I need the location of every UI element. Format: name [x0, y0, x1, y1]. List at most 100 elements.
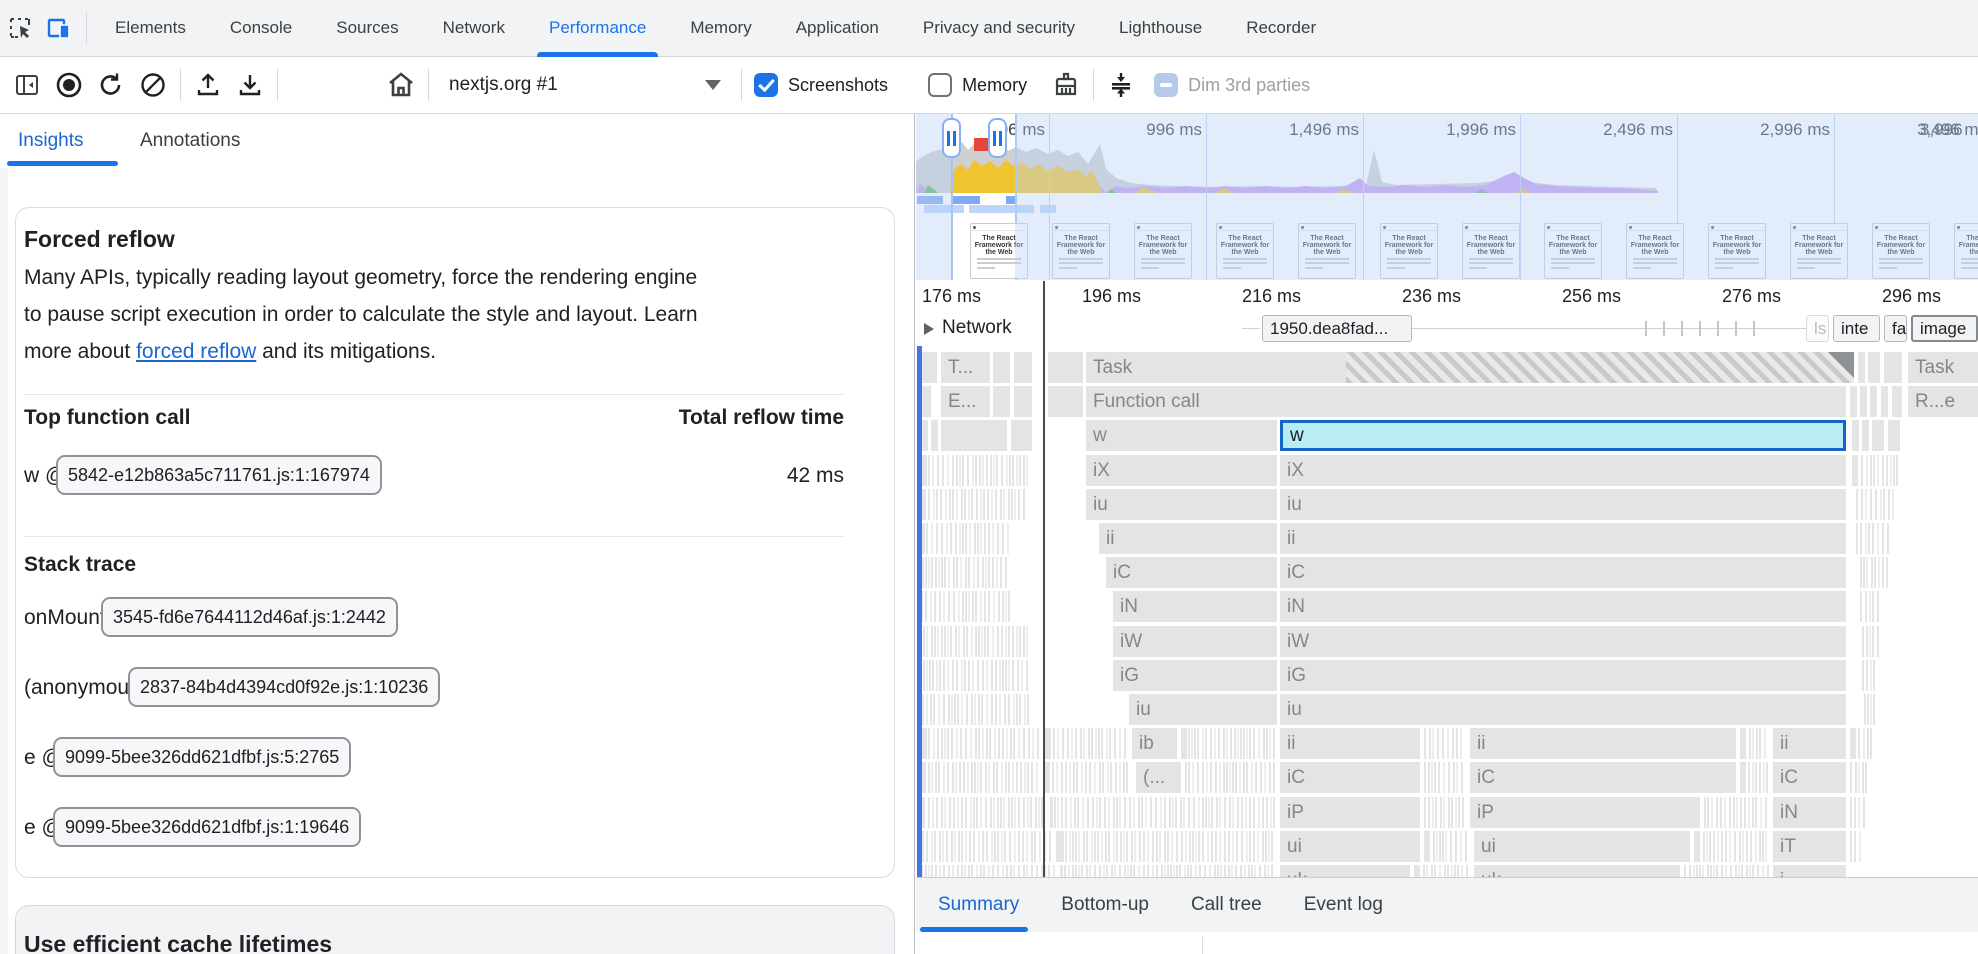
flame-bar[interactable]	[992, 557, 994, 589]
flame-bar[interactable]: R...e	[1908, 386, 1978, 418]
flame-bar[interactable]	[986, 659, 988, 691]
flame-bar[interactable]	[1052, 762, 1054, 794]
flame-bar[interactable]	[971, 488, 973, 520]
flame-bar[interactable]	[1056, 762, 1058, 794]
flame-bar[interactable]	[963, 625, 965, 657]
flame-bar[interactable]	[934, 830, 936, 862]
flame-bar[interactable]	[1856, 488, 1858, 520]
flame-bar[interactable]	[1865, 523, 1867, 554]
flame-bar[interactable]	[985, 762, 987, 794]
flame-bar[interactable]	[1188, 796, 1190, 828]
flame-bar[interactable]	[1460, 728, 1462, 760]
flame-bar[interactable]: iG	[1113, 659, 1277, 691]
flame-bar[interactable]	[978, 728, 980, 760]
flame-bar[interactable]	[1014, 796, 1016, 828]
flame-bar[interactable]	[1119, 796, 1121, 828]
flame-bar[interactable]	[1217, 865, 1219, 877]
flame-bar[interactable]	[1183, 796, 1185, 828]
flame-bar[interactable]	[918, 488, 926, 520]
flame-bar[interactable]	[948, 591, 950, 623]
flame-bar[interactable]	[1115, 762, 1117, 794]
flame-bar[interactable]	[1065, 830, 1067, 862]
flame-bar[interactable]	[1703, 830, 1705, 862]
flame-bar[interactable]	[962, 454, 964, 486]
flame-bar[interactable]	[923, 625, 925, 657]
flame-bar[interactable]	[1214, 728, 1216, 760]
flame-bar[interactable]	[920, 352, 937, 383]
flame-bar[interactable]	[1184, 865, 1186, 877]
flame-bar[interactable]	[1887, 523, 1889, 554]
flame-bar[interactable]	[971, 694, 973, 725]
flame-bar[interactable]	[968, 659, 970, 691]
flame-bar[interactable]	[1207, 830, 1209, 862]
tab-performance[interactable]: Performance	[527, 0, 668, 57]
flame-bar[interactable]	[943, 591, 945, 623]
flame-bar[interactable]	[1267, 865, 1269, 877]
tab-elements[interactable]: Elements	[115, 18, 186, 37]
flame-bar[interactable]	[1232, 830, 1234, 862]
flame-bar[interactable]	[956, 488, 958, 520]
flame-bar[interactable]	[1156, 830, 1158, 862]
tab-network[interactable]: Network	[442, 18, 505, 37]
flame-bar[interactable]	[1107, 762, 1109, 794]
screenshot-filmstrip[interactable]: The React Framework for the Web The React…	[916, 219, 1978, 280]
flame-bar[interactable]	[930, 694, 932, 725]
flame-bar[interactable]	[1141, 796, 1143, 828]
flame-bar[interactable]	[932, 454, 934, 486]
flame-bar[interactable]	[988, 523, 990, 554]
flame-bar[interactable]	[1193, 796, 1195, 828]
flame-bar[interactable]: ui	[1474, 830, 1690, 862]
flame-bar[interactable]	[1044, 865, 1046, 877]
flame-bar[interactable]	[1116, 830, 1118, 862]
flame-bar[interactable]	[984, 625, 986, 657]
flame-bar[interactable]	[1707, 796, 1709, 828]
flame-bar[interactable]	[939, 591, 941, 623]
tab-call-tree[interactable]: Call tree	[1190, 894, 1262, 915]
flame-bar[interactable]	[1725, 865, 1727, 877]
clear-button[interactable]	[132, 64, 174, 106]
flame-bar[interactable]	[1850, 796, 1852, 828]
flame-bar[interactable]	[1428, 762, 1430, 794]
flame-bar[interactable]	[964, 865, 966, 877]
flame-bar[interactable]	[1159, 830, 1161, 862]
flame-bar[interactable]	[997, 830, 999, 862]
flame-bar[interactable]	[1752, 762, 1754, 794]
flame-bar[interactable]	[1466, 865, 1468, 877]
flame-bar[interactable]	[1099, 865, 1101, 877]
flame-bar[interactable]	[1862, 625, 1864, 657]
flame-bar[interactable]	[1883, 488, 1885, 520]
flame-bar[interactable]	[937, 728, 939, 760]
flame-bar[interactable]	[1873, 694, 1875, 725]
flame-bar[interactable]	[1110, 762, 1112, 794]
flame-bar[interactable]	[985, 796, 987, 828]
flame-bar[interactable]	[1170, 865, 1172, 877]
flame-bar[interactable]	[1019, 694, 1021, 725]
flame-bar[interactable]	[1176, 865, 1178, 877]
flame-bar[interactable]	[1766, 762, 1768, 794]
flame-bar[interactable]	[961, 796, 963, 828]
flame-bar[interactable]	[1050, 796, 1053, 828]
flame-bar[interactable]	[1253, 830, 1255, 862]
flame-bar[interactable]	[972, 659, 974, 691]
source-location-chip[interactable]: 9099-5bee326dd621dfbf.js:5:2765	[53, 737, 352, 777]
flame-bar[interactable]	[1693, 865, 1695, 877]
flame-bar[interactable]	[1049, 830, 1051, 862]
flame-bar[interactable]	[1742, 830, 1744, 862]
flame-bar[interactable]	[1870, 454, 1872, 486]
flame-bar[interactable]	[936, 796, 938, 828]
flame-bar[interactable]	[933, 728, 935, 760]
flame-bar[interactable]	[1156, 865, 1158, 877]
flame-bar[interactable]	[1231, 865, 1233, 877]
flame-bar[interactable]	[1262, 830, 1264, 862]
flame-bar[interactable]	[1019, 625, 1021, 657]
flame-bar[interactable]	[988, 591, 990, 623]
flame-bar[interactable]	[1448, 762, 1450, 794]
flame-bar[interactable]	[978, 830, 980, 862]
flame-bar[interactable]: uk	[1474, 865, 1680, 877]
flame-bar[interactable]	[1041, 865, 1043, 877]
flame-bar[interactable]	[996, 557, 998, 589]
flame-bar[interactable]: iu	[1129, 694, 1277, 725]
flame-bar[interactable]	[1740, 796, 1742, 828]
flame-bar[interactable]	[1007, 523, 1009, 554]
flame-bar[interactable]	[953, 796, 955, 828]
